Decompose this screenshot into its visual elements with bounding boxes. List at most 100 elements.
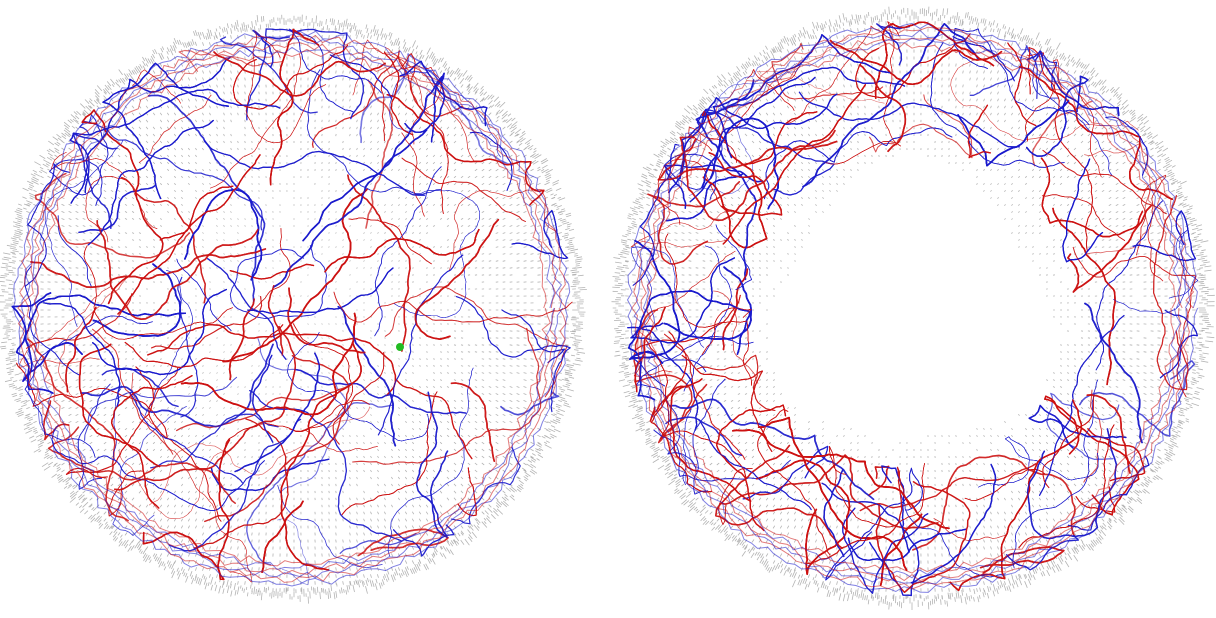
red-vessel bbox=[180, 312, 357, 416]
blue-vessel bbox=[455, 296, 571, 413]
red-vessel bbox=[365, 79, 394, 229]
red-vessel bbox=[267, 284, 284, 356]
blue-vessel bbox=[277, 518, 310, 586]
red-vessel bbox=[743, 111, 818, 167]
blue-vessel bbox=[663, 266, 753, 340]
blue-vessel bbox=[92, 263, 182, 337]
red-vessel bbox=[348, 217, 432, 265]
blue-vessel bbox=[206, 258, 287, 360]
blue-vessel bbox=[84, 376, 238, 441]
left-sphere-panel bbox=[0, 14, 587, 604]
blue-vessel bbox=[683, 245, 732, 392]
blue-vessel bbox=[715, 224, 753, 290]
red-vessel bbox=[16, 362, 168, 439]
red-vessel bbox=[414, 218, 500, 341]
blue-vessel bbox=[184, 188, 263, 281]
red-vessel bbox=[664, 233, 753, 386]
red-vessel bbox=[287, 287, 366, 354]
blue-vessel bbox=[821, 482, 920, 597]
blue-vessel bbox=[698, 418, 812, 511]
red-vessel bbox=[352, 327, 542, 465]
red-vessel bbox=[96, 220, 259, 320]
red-vessel bbox=[964, 469, 1045, 501]
red-vessel bbox=[85, 176, 158, 243]
blue-vessel bbox=[184, 188, 263, 281]
red-vessel bbox=[85, 176, 158, 243]
red-vessel bbox=[1044, 395, 1140, 516]
red-vessel bbox=[78, 343, 161, 468]
blue-vessel bbox=[404, 72, 446, 143]
red-vessel bbox=[1041, 194, 1126, 241]
red-vessel bbox=[807, 466, 912, 564]
red-vessel bbox=[829, 39, 1003, 86]
red-vessel bbox=[828, 446, 925, 528]
blue-vessel bbox=[294, 368, 467, 415]
red-vessel bbox=[859, 463, 1037, 512]
blue-vessel bbox=[206, 258, 287, 360]
red-vessel bbox=[1040, 157, 1144, 238]
blue-vessel bbox=[92, 288, 228, 376]
red-vessel bbox=[117, 154, 261, 315]
blue-vessel bbox=[696, 108, 835, 196]
blue-vessel bbox=[668, 398, 875, 501]
blue-vessel bbox=[79, 120, 263, 231]
red-vessel bbox=[450, 382, 496, 462]
red-vessel bbox=[855, 33, 971, 99]
blue-vessel bbox=[177, 276, 199, 418]
rim-vessel-band bbox=[17, 34, 567, 583]
red-vessel bbox=[347, 174, 411, 352]
red-vessel bbox=[649, 385, 688, 422]
right-grid-points bbox=[611, 6, 1215, 610]
red-vessel bbox=[138, 94, 212, 163]
blue-vessel bbox=[306, 69, 442, 195]
blue-vessel bbox=[1039, 314, 1125, 496]
red-vessel bbox=[1083, 389, 1103, 483]
blue-vessel bbox=[679, 66, 906, 180]
red-vessel bbox=[450, 382, 496, 462]
red-vessel bbox=[634, 294, 741, 351]
red-vessel bbox=[771, 42, 884, 100]
red-vessel bbox=[933, 518, 1008, 541]
red-vessel bbox=[869, 94, 973, 159]
red-vessel bbox=[967, 104, 991, 159]
red-vessel bbox=[657, 138, 838, 181]
red-vessel bbox=[124, 324, 284, 369]
red-vessel bbox=[828, 446, 925, 528]
red-vessel bbox=[786, 25, 900, 125]
blue-vessel bbox=[219, 36, 318, 114]
red-vessel bbox=[401, 132, 425, 217]
blue-vessel bbox=[842, 507, 929, 594]
blue-vessel bbox=[51, 424, 265, 512]
red-vessel bbox=[395, 378, 473, 460]
blue-vessel bbox=[1032, 50, 1113, 176]
red-vessel bbox=[148, 406, 370, 506]
red-vessel bbox=[722, 84, 866, 245]
blue-vessel bbox=[1026, 75, 1089, 157]
red-vessel bbox=[1136, 174, 1167, 282]
blue-vessel bbox=[689, 76, 816, 203]
blue-vessel bbox=[847, 528, 967, 562]
red-vessel bbox=[111, 375, 193, 509]
red-vessel bbox=[252, 227, 291, 311]
red-vessel bbox=[347, 174, 411, 352]
red-vessel bbox=[1052, 207, 1116, 386]
red-vessel bbox=[30, 248, 267, 289]
blue-vessel bbox=[288, 28, 382, 113]
blue-vessel bbox=[147, 94, 266, 303]
blue-vessel bbox=[252, 354, 274, 443]
red-vessel bbox=[228, 298, 255, 381]
red-vessel bbox=[19, 285, 112, 368]
right-sphere-panel bbox=[611, 6, 1215, 610]
blue-vessel bbox=[57, 215, 92, 288]
red-vessel bbox=[159, 185, 234, 241]
red-vessel bbox=[669, 378, 752, 502]
red-vessel bbox=[269, 28, 320, 186]
blue-vessel bbox=[69, 88, 281, 194]
red-vessel bbox=[261, 500, 304, 574]
blue-vessel bbox=[1113, 229, 1199, 314]
blue-vessel bbox=[210, 458, 330, 492]
red-vessel bbox=[252, 227, 291, 311]
red-vessel bbox=[647, 181, 741, 265]
blue-vessel bbox=[78, 184, 157, 234]
red-vessel bbox=[1041, 194, 1126, 241]
